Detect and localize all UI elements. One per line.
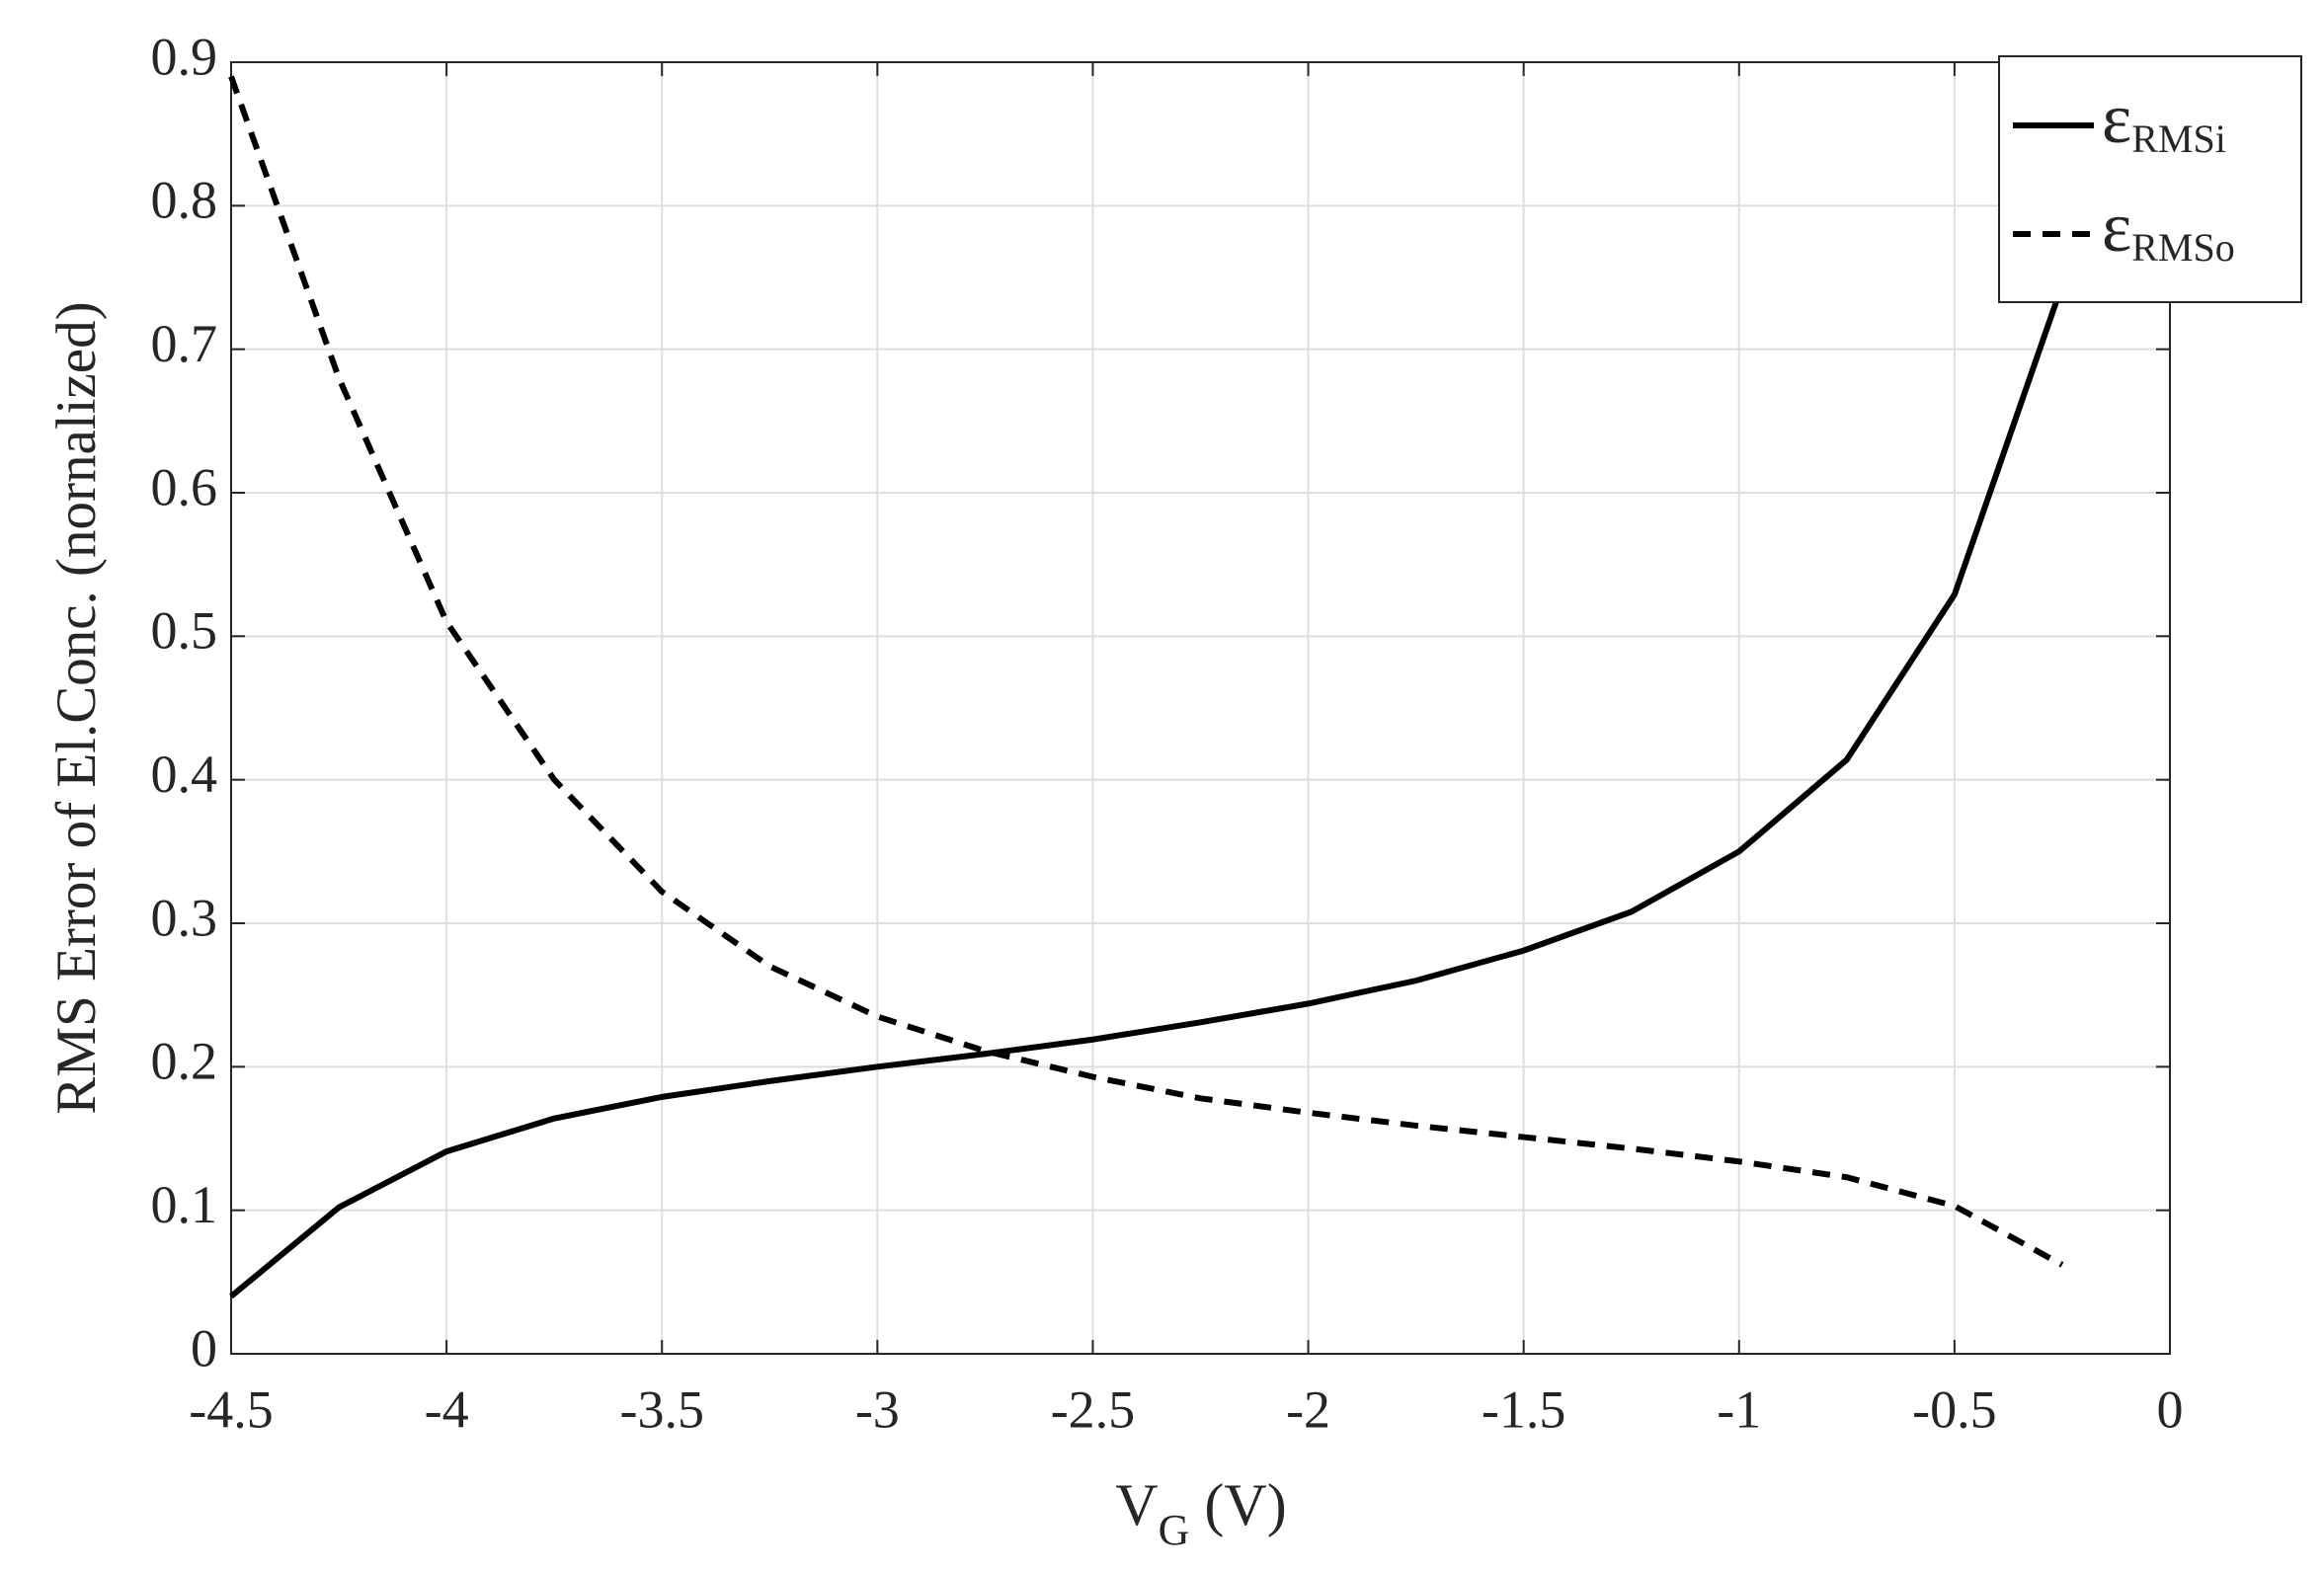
y-tick-label: 0.2 [151,1032,218,1091]
data-line [229,283,2065,1299]
x-axis-label-main: V [1115,1472,1158,1537]
y-tick-label: 0.4 [151,745,218,804]
y-axis-label: RMS Error of El.Conc. (nornalized) [45,301,108,1114]
x-tick-label: -2.5 [1051,1379,1135,1439]
legend-box [1998,55,2302,303]
x-axis-label: VG (V) [1115,1472,1286,1554]
x-tick-label: -0.5 [1912,1379,1996,1439]
legend-symbol: ε [2102,79,2131,158]
x-tick-label: -4.5 [189,1379,273,1439]
y-tick-label: 0.7 [151,314,218,373]
data-line [228,75,2064,1268]
legend-symbol: ε [2102,188,2131,267]
plot-border [230,61,2171,1355]
x-axis-label-sub: G [1159,1506,1190,1554]
x-axis-label-unit: (V) [1189,1472,1286,1537]
legend-subscript: RMSo [2131,225,2235,270]
y-tick-label: 0.9 [151,27,218,86]
y-tick-label: 0.6 [151,457,218,516]
legend-subscript: RMSi [2131,117,2226,161]
x-tick-label: 0 [2157,1379,2184,1439]
y-tick-label: 0 [191,1318,217,1377]
legend-label: εRMSo [2102,188,2235,271]
x-tick-label: -1 [1717,1379,1761,1439]
x-tick-label: -4 [425,1379,469,1439]
y-tick-label: 0.8 [151,171,218,230]
x-tick-label: -2 [1286,1379,1330,1439]
y-tick-label: 0.1 [151,1175,218,1234]
y-tick-label: 0.3 [151,888,218,947]
y-tick-label: 0.5 [151,601,218,661]
legend-label: εRMSi [2102,79,2226,162]
x-tick-label: -1.5 [1482,1379,1565,1439]
x-tick-label: -3.5 [619,1379,703,1439]
x-tick-label: -3 [855,1379,900,1439]
plot-area [231,62,2170,1354]
